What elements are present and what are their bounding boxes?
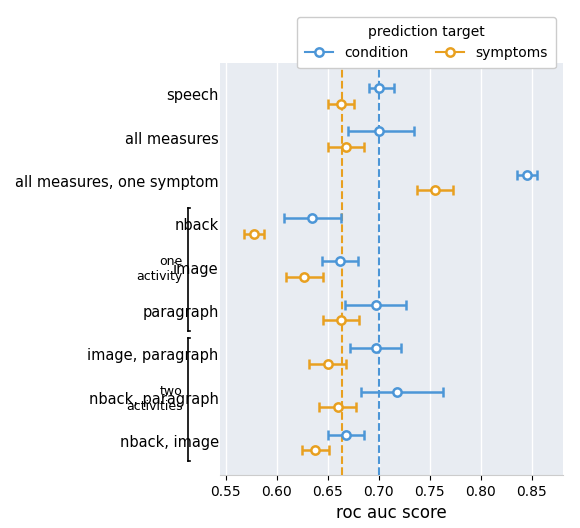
X-axis label: roc auc score: roc auc score (336, 504, 447, 523)
Legend: condition, symptoms: condition, symptoms (297, 17, 556, 69)
Text: all measures: all measures (125, 131, 219, 147)
Text: nback: nback (175, 219, 219, 233)
Text: two
activities: two activities (126, 385, 183, 413)
Text: one
activity: one activity (136, 255, 183, 284)
Text: all measures, one symptom: all measures, one symptom (15, 175, 219, 190)
Text: nback, paragraph: nback, paragraph (89, 392, 219, 407)
Text: image: image (173, 262, 219, 277)
Text: image, paragraph: image, paragraph (88, 348, 219, 363)
Text: paragraph: paragraph (142, 305, 219, 320)
Text: nback, image: nback, image (119, 435, 219, 450)
Text: speech: speech (166, 88, 219, 103)
